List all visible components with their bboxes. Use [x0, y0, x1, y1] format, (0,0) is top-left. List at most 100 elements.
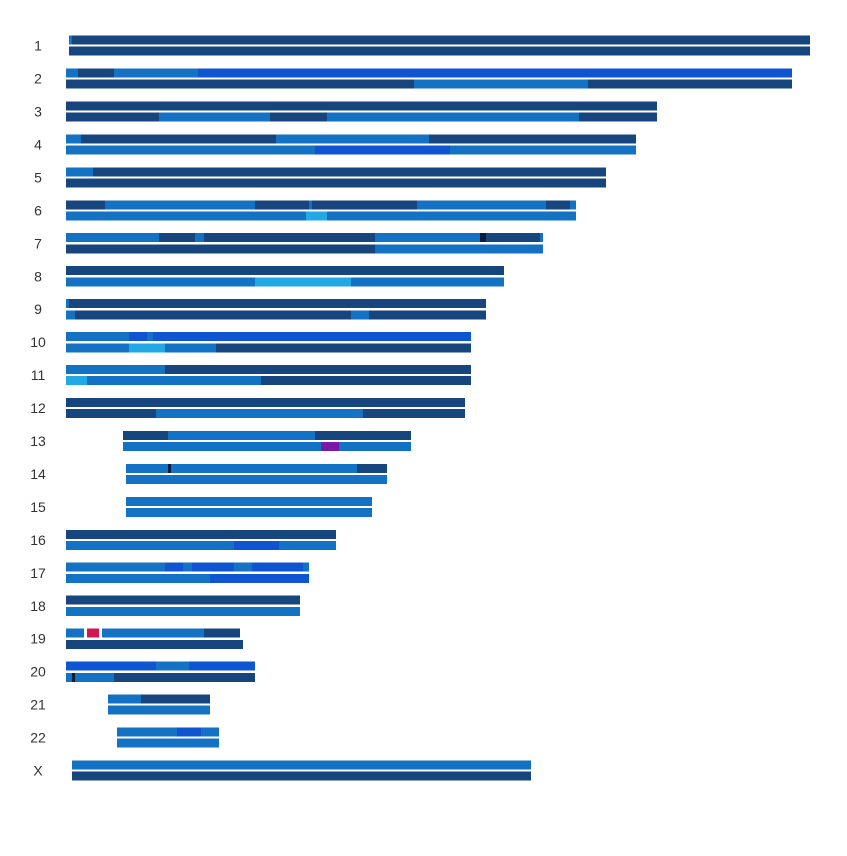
ancestry-segment	[72, 771, 531, 781]
haplotype-track-top	[126, 463, 387, 473]
ancestry-segment	[66, 606, 249, 616]
ancestry-segment	[72, 760, 531, 770]
ancestry-segment	[177, 727, 201, 737]
chromosome-label: 12	[30, 400, 46, 416]
chromosome-15: 15	[30, 496, 372, 517]
haplotype-track-top	[66, 397, 465, 407]
ancestry-segment	[69, 46, 810, 56]
chromosome-label: 14	[30, 466, 46, 482]
ancestry-segment	[564, 211, 576, 221]
ancestry-segment	[369, 310, 486, 320]
ancestry-segment	[375, 233, 480, 243]
ancestry-segment	[66, 540, 117, 550]
ancestry-segment	[66, 299, 69, 309]
ancestry-segment	[66, 343, 129, 353]
chromosome-2: 2	[34, 68, 792, 89]
ancestry-segment	[114, 68, 198, 78]
chromosome-22: 22	[30, 727, 219, 748]
chromosome-17: 17	[30, 562, 309, 583]
haplotype-track-bottom	[66, 310, 486, 320]
ancestry-segment	[351, 310, 369, 320]
haplotype-track-top	[66, 529, 336, 539]
ancestry-segment	[201, 727, 204, 737]
ancestry-segment	[363, 409, 465, 419]
ancestry-segment	[108, 705, 210, 715]
chromosome-7: 7	[34, 233, 543, 254]
ancestry-segment	[126, 463, 168, 473]
ancestry-segment	[66, 562, 165, 572]
ancestry-segment	[171, 463, 357, 473]
haplotype-track-top	[66, 134, 636, 144]
ancestry-segment	[108, 694, 141, 704]
haplotype-track-bottom	[66, 79, 792, 89]
ancestry-segment	[129, 343, 165, 353]
ancestry-segment	[159, 112, 186, 122]
chromosome-12: 12	[30, 397, 465, 419]
ancestry-segment	[165, 562, 183, 572]
ancestry-segment	[66, 332, 129, 342]
ancestry-segment	[66, 178, 606, 188]
ancestry-segment	[66, 595, 300, 605]
haplotype-track-top	[66, 299, 486, 309]
ancestry-segment	[192, 562, 207, 572]
ancestry-segment	[246, 277, 255, 287]
haplotype-track-bottom	[66, 672, 255, 682]
ancestry-segment	[195, 233, 204, 243]
chromosome-label: 22	[30, 730, 46, 746]
ancestry-segment	[579, 112, 657, 122]
chromosome-21: 21	[30, 694, 210, 715]
ancestry-segment	[66, 661, 156, 671]
haplotype-track-bottom	[66, 606, 300, 616]
ancestry-segment	[66, 244, 375, 254]
ancestry-segment	[153, 332, 471, 342]
ancestry-segment	[234, 562, 252, 572]
ancestry-segment	[66, 79, 414, 89]
ancestry-segment	[237, 343, 471, 353]
ancestry-segment	[117, 727, 177, 737]
ancestry-segment	[357, 211, 519, 221]
chromosome-9: 9	[34, 299, 486, 320]
chromosome-11: 11	[31, 365, 471, 386]
chromosome-x: X	[33, 760, 531, 781]
ancestry-segment	[204, 727, 219, 737]
ancestry-segment	[306, 211, 318, 221]
haplotype-track-bottom	[66, 639, 243, 649]
haplotype-track-top	[117, 727, 219, 737]
ancestry-segment	[66, 573, 210, 583]
ancestry-segment	[66, 101, 657, 111]
ancestry-segment	[84, 628, 87, 638]
ancestry-segment	[126, 475, 387, 485]
haplotype-track-bottom	[123, 442, 411, 452]
ancestry-segment	[255, 277, 276, 287]
haplotype-track-top	[66, 628, 240, 638]
chromosome-label: 15	[30, 499, 46, 515]
haplotype-track-top	[66, 661, 255, 671]
ancestry-segment	[519, 211, 564, 221]
ancestry-segment	[66, 365, 165, 374]
haplotype-track-bottom	[69, 46, 810, 56]
haplotype-track-bottom	[66, 573, 309, 583]
chromosome-label: 2	[34, 71, 42, 87]
ancestry-segment	[210, 573, 309, 583]
chromosome-16: 16	[30, 529, 336, 550]
haplotype-track-top	[66, 233, 543, 243]
chromosome-1: 1	[34, 35, 810, 56]
ancestry-segment	[66, 397, 465, 407]
ancestry-segment	[357, 463, 387, 473]
ancestry-segment	[66, 200, 105, 210]
ancestry-segment	[156, 409, 363, 419]
chromosome-label: 8	[34, 268, 42, 284]
ancestry-segment	[66, 672, 72, 682]
ancestry-segment	[66, 266, 504, 276]
ancestry-segment	[72, 672, 75, 682]
chromosome-5: 5	[34, 167, 606, 188]
ancestry-segment	[75, 310, 351, 320]
ancestry-segment	[270, 112, 327, 122]
ancestry-segment	[276, 134, 429, 144]
haplotype-track-bottom	[66, 178, 606, 188]
chromosome-label: 20	[30, 664, 46, 680]
ancestry-segment	[312, 200, 417, 210]
haplotype-track-bottom	[72, 771, 531, 781]
ancestry-segment	[99, 628, 102, 638]
